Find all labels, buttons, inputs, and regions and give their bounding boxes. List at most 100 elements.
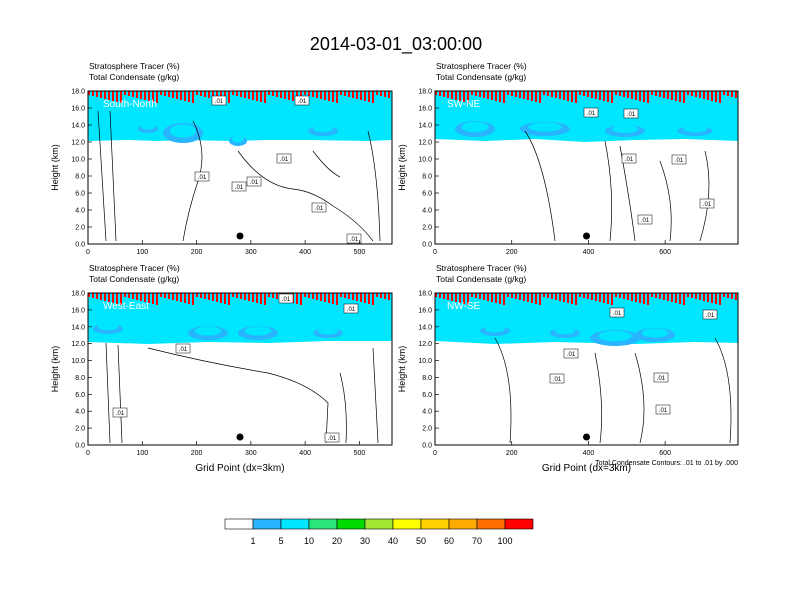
tracer-fringe: [120, 293, 122, 305]
tracer-fringe: [435, 293, 437, 297]
tracer-fringe: [531, 293, 533, 303]
y-tick-label: 8.0: [422, 375, 432, 382]
tracer-fringe: [547, 293, 549, 298]
tracer-fringe: [651, 293, 653, 297]
y-tick-label: 2.0: [422, 225, 432, 232]
tracer-fringe: [304, 91, 306, 95]
tracer-fringe: [228, 293, 230, 305]
tracer-fringe: [100, 91, 102, 98]
tracer-fringe: [519, 91, 521, 98]
tracer-fringe: [455, 91, 457, 100]
x-tick-label: 500: [354, 450, 366, 457]
tracer-fringe: [264, 293, 266, 305]
tracer-fringe: [443, 91, 445, 97]
tracer-fringe: [128, 91, 130, 96]
contour-label: .01: [315, 206, 324, 212]
colorbar-swatch: [308, 518, 338, 530]
tracer-fringe: [675, 91, 677, 101]
tracer-fringe: [216, 91, 218, 100]
contour-label: .01: [198, 175, 207, 181]
condensate-contours: [494, 337, 732, 444]
x-tick-label: 100: [136, 249, 148, 256]
y-tick-label: 8.0: [422, 174, 432, 181]
tracer-fringe: [659, 293, 661, 299]
tracer-fringe: [388, 91, 390, 98]
tracer-fringe: [312, 293, 314, 299]
tracer-fringe: [587, 91, 589, 97]
tracer-fringe: [643, 293, 645, 304]
location-marker: [236, 232, 244, 240]
contour-label: .01: [659, 408, 668, 414]
tracer-fringe: [435, 91, 437, 95]
contour-label: .01: [298, 99, 307, 105]
contour-label-box: [311, 202, 327, 213]
tracer-fringe: [471, 293, 473, 297]
tracer-fringe: [603, 91, 605, 101]
tracer-fringe: [316, 293, 318, 300]
tracer-fringe: [276, 91, 278, 97]
contour-label-box: [324, 432, 340, 443]
condensate-contour: [237, 150, 374, 242]
tracer-fringe: [671, 91, 673, 100]
contour-label-box: [623, 108, 639, 119]
tracer-fringe: [695, 91, 697, 97]
y-tick-label: 0.0: [75, 242, 85, 249]
tracer-fringe: [160, 293, 162, 297]
tracer-fringe: [256, 91, 258, 101]
tracer-fringe: [216, 293, 218, 302]
tracer-fringe: [160, 91, 162, 95]
tracer-fringe: [196, 91, 198, 95]
panel-label: West-East: [103, 301, 149, 312]
colorbar-swatch: [392, 518, 422, 530]
panel-nw-se: .01 .01 .01 .01 .01 .01 0.0 2.0 4.0 6.0 8.0 10.0 12.…: [397, 263, 739, 474]
x-tick-label: 200: [191, 249, 203, 256]
tracer-fringe: [116, 293, 118, 304]
contour-label: .01: [567, 352, 576, 358]
tracer-fringe: [731, 293, 733, 299]
tracer-fringe: [451, 293, 453, 301]
contour-label: .01: [675, 158, 684, 164]
tracer-fringe: [535, 293, 537, 304]
tracer-fringe: [184, 293, 186, 303]
tracer-fringe: [575, 91, 577, 103]
y-axis-label: Height (km): [50, 346, 60, 393]
tracer-fringe: [439, 91, 441, 96]
x-tick-label: 0: [86, 450, 90, 457]
tracer-fringe: [200, 91, 202, 96]
tracer-blob: [485, 325, 505, 333]
tracer-fringe: [655, 91, 657, 96]
tracer-fringe: [563, 91, 565, 100]
tracer-fringe: [340, 91, 342, 95]
y-tick-label: 18.0: [418, 291, 432, 298]
tracer-fringe: [487, 91, 489, 99]
tracer-fringe: [88, 293, 90, 297]
tracer-fringe: [252, 91, 254, 100]
tracer-fringe: [232, 91, 234, 95]
contour-label-box: [294, 95, 310, 106]
condensate-contour: [147, 347, 329, 444]
tracer-fringe: [559, 293, 561, 301]
figure-title: 2014-03-01_03:00:00: [310, 34, 482, 55]
tracer-fringe: [591, 293, 593, 300]
tracer-fringe: [719, 293, 721, 305]
tracer-fringe: [228, 91, 230, 103]
tracer-fringe: [100, 293, 102, 300]
tracer-fringe: [607, 293, 609, 304]
tracer-blob: [555, 327, 575, 335]
subtitle-line2: Total Condensate (g/kg): [89, 274, 179, 284]
tracer-fringe: [132, 91, 134, 97]
tracer-fringe: [643, 91, 645, 102]
y-tick-label: 6.0: [75, 392, 85, 399]
tracer-fringe: [204, 91, 206, 97]
y-tick-label: 8.0: [75, 375, 85, 382]
colorbar-label: 5: [278, 536, 283, 546]
tracer-fringe: [284, 91, 286, 99]
y-tick-label: 18.0: [71, 89, 85, 96]
tracer-fringe: [384, 293, 386, 299]
y-tick-label: 6.0: [422, 392, 432, 399]
contour-label-box: [231, 181, 247, 192]
colorbar-label: 1: [250, 536, 255, 546]
y-tick-label: 8.0: [75, 174, 85, 181]
y-tick-label: 4.0: [422, 208, 432, 215]
tracer-fringe: [236, 293, 238, 298]
